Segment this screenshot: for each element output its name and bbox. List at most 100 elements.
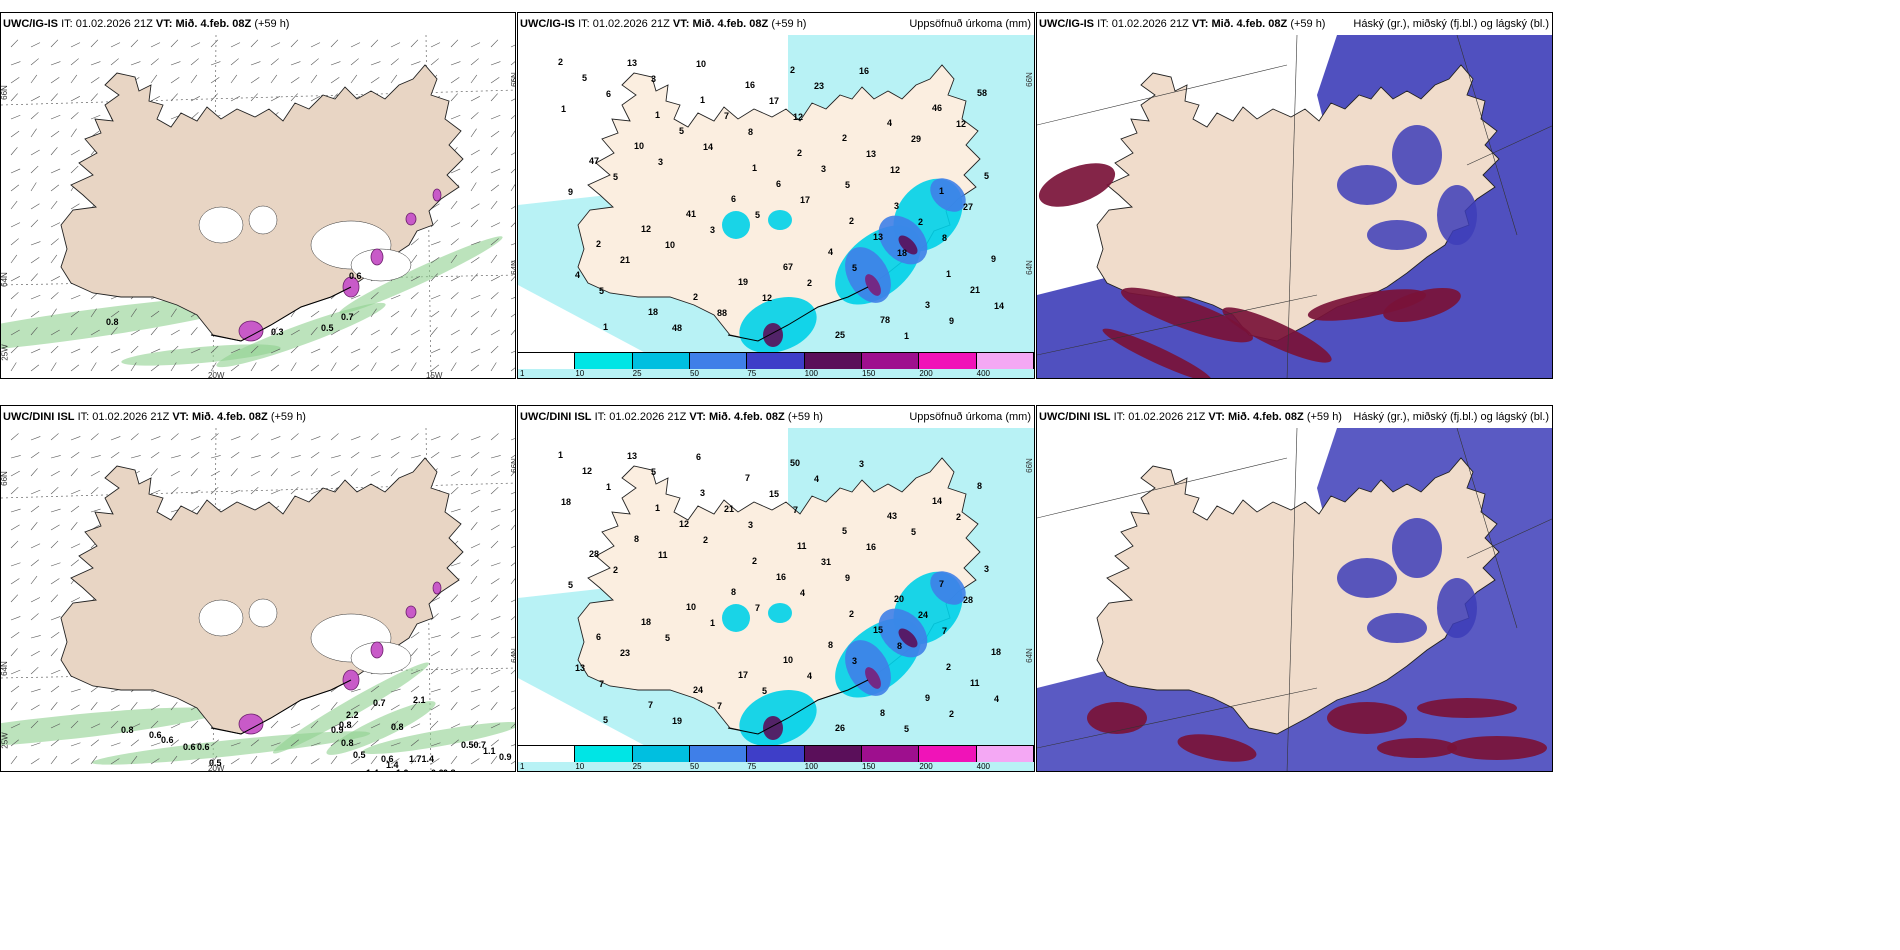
lat-label-25w: 25W — [0, 732, 10, 749]
model-name: UWC/IG-IS — [3, 18, 58, 30]
wind-barb — [210, 77, 220, 84]
wind-barb — [490, 147, 498, 156]
precip-value-label: 1 — [655, 503, 660, 513]
wind-barb — [450, 632, 460, 639]
wind-barb — [10, 168, 21, 174]
wind-barb — [370, 329, 380, 336]
precip-value-label: 0.6 — [349, 271, 362, 281]
wind-barb — [310, 489, 321, 495]
wind-barb — [330, 755, 338, 765]
wind-barb — [410, 685, 420, 693]
lon-label-20w: 20W — [208, 764, 225, 772]
wind-barb — [30, 666, 39, 675]
precip-value-label: 10 — [783, 655, 793, 665]
wind-barb — [510, 578, 515, 585]
precip-value-label: 1 — [700, 95, 705, 105]
wind-barb — [510, 761, 515, 765]
precip-value-label: 11 — [970, 678, 980, 688]
wind-barb — [310, 310, 320, 318]
wind-barb — [290, 77, 300, 84]
low-cloud-patch — [1337, 165, 1397, 205]
wind-barb — [350, 742, 361, 747]
wind-barb — [370, 723, 381, 729]
wind-barb — [110, 58, 119, 66]
wind-barb — [350, 42, 361, 48]
wind-barb — [30, 742, 41, 747]
wind-barb — [330, 470, 340, 477]
wind-barb — [190, 58, 199, 66]
wind-barb — [470, 165, 479, 174]
wind-barb — [390, 452, 400, 459]
wind-barb — [330, 362, 337, 372]
wind-barb — [190, 452, 200, 459]
wind-barb — [270, 758, 280, 765]
wind-barb — [290, 329, 300, 336]
wind-barb — [410, 632, 420, 639]
wind-barb — [30, 597, 41, 603]
wind-barb — [70, 758, 80, 765]
wind-barb — [30, 758, 40, 765]
wind-barb — [310, 327, 318, 336]
wind-barb — [170, 345, 179, 354]
precip-value-label: 8 — [828, 640, 833, 650]
high-cloud — [1222, 307, 1332, 363]
wind-barb — [470, 219, 479, 228]
wind-barb — [210, 470, 220, 477]
precip-value-label: 0.3 — [271, 327, 284, 337]
wind-barb — [50, 648, 58, 657]
wind-barb — [30, 543, 41, 549]
precip-value-label: 88 — [717, 308, 727, 318]
wind-barb — [150, 436, 161, 441]
wind-barb — [50, 130, 60, 138]
wind-barb — [50, 93, 58, 102]
wind-barb — [150, 704, 160, 711]
precip-value-label: 12 — [890, 165, 900, 175]
wind-barb — [50, 562, 61, 567]
precip-value-label: 5 — [984, 171, 989, 181]
wind-barb — [190, 364, 200, 372]
wind-barb — [50, 594, 59, 603]
vt-value: Mið. 4.feb. 08Z — [191, 411, 268, 423]
wind-barb — [130, 702, 138, 711]
wind-barb — [510, 470, 515, 477]
precip-value-label: 13 — [627, 451, 637, 461]
wind-barb — [410, 292, 419, 300]
wind-barb — [50, 254, 58, 264]
wind-barb — [110, 704, 120, 711]
precip-cell — [405, 605, 417, 619]
lat-label-64n: 64N — [1024, 648, 1034, 663]
wind-barb — [310, 74, 318, 84]
wind-barb — [150, 327, 158, 336]
precip-value-label: 9 — [845, 573, 850, 583]
wind-barb — [490, 39, 499, 48]
precip-legend: 1 10 25 50 75 100 150 200 400 — [518, 352, 1034, 378]
wind-barb — [430, 58, 439, 66]
wind-barb — [30, 310, 40, 318]
wind-barb — [510, 44, 515, 48]
precip-value-label: 2 — [807, 278, 812, 288]
wind-barb — [30, 489, 41, 495]
wind-barb — [510, 690, 515, 693]
wind-barb — [150, 96, 160, 102]
legend-swatch — [804, 353, 862, 369]
panel-header: UWC/DINI ISL IT: 01.02.2026 21Z VT: Mið.… — [1, 406, 515, 428]
wind-barb — [370, 77, 380, 84]
precip-value-label: 18 — [648, 307, 658, 317]
precip-value-label: 25 — [835, 330, 845, 340]
wind-barb — [410, 362, 417, 372]
wind-barb — [210, 61, 221, 66]
wind-barb — [370, 739, 379, 747]
wind-barb — [410, 39, 419, 48]
sector-line — [1466, 125, 1552, 166]
wind-barb — [10, 669, 21, 675]
precip-value-label: 17 — [800, 195, 810, 205]
wind-barb — [10, 254, 18, 264]
wind-barb — [490, 486, 499, 495]
wind-barb — [270, 468, 278, 477]
wind-barb — [350, 452, 360, 459]
wind-barb — [510, 61, 515, 66]
it-label: IT: — [594, 411, 607, 423]
wind-barb — [510, 723, 515, 729]
wind-barb — [190, 468, 198, 477]
wind-barb — [30, 505, 40, 513]
